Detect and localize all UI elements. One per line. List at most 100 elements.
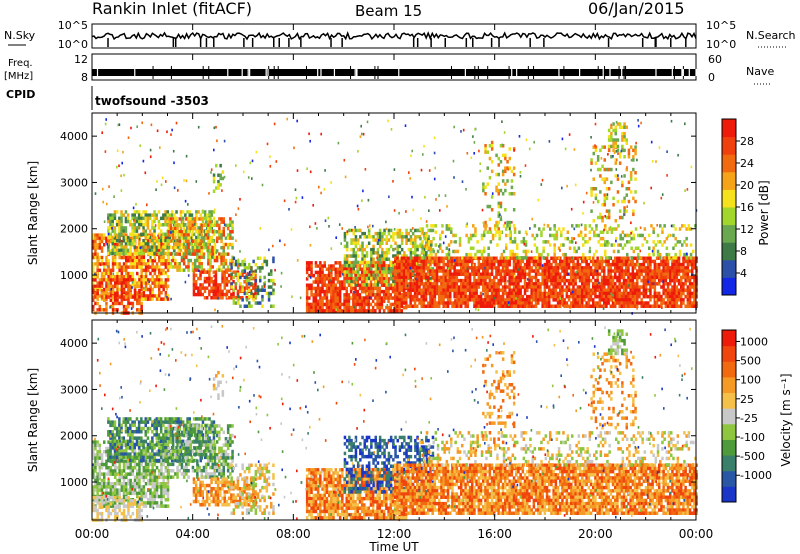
- heatmap-cell: [162, 232, 165, 237]
- heatmap-cell: [570, 269, 573, 273]
- heatmap-cell: [107, 292, 110, 296]
- heatmap-cell: [627, 262, 630, 267]
- heatmap-cell: [103, 236, 106, 241]
- heatmap-cell: [521, 259, 525, 264]
- heatmap-cell: [479, 282, 483, 286]
- heatmap-cell: [164, 284, 168, 289]
- heatmap-cell: [548, 301, 551, 305]
- heatmap-cell: [576, 262, 580, 267]
- heatmap-cell: [490, 269, 494, 273]
- heatmap-cell: [396, 228, 399, 233]
- heatmap-cell: [392, 254, 395, 258]
- heatmap-cell: [109, 213, 112, 217]
- heatmap-cell: [409, 304, 412, 308]
- heatmap-cell: [261, 262, 264, 267]
- heatmap-cell: [474, 227, 477, 231]
- heatmap-cell: [334, 286, 337, 291]
- heatmap-cell: [327, 267, 331, 271]
- heatmap-cell: [92, 255, 95, 260]
- heatmap-cell: [144, 268, 148, 273]
- heatmap-cell: [669, 278, 672, 283]
- heatmap-cell: [695, 301, 698, 305]
- heatmap-cell: [440, 278, 443, 283]
- heatmap-cell: [213, 242, 217, 247]
- heatmap-cell: [378, 286, 381, 291]
- heatmap-cell: [230, 276, 233, 281]
- heatmap-cell: [400, 280, 403, 284]
- heatmap-cell: [319, 270, 322, 275]
- heatmap-cell: [109, 249, 113, 253]
- heatmap-cell: [270, 285, 273, 289]
- heatmap-cell: [330, 293, 333, 297]
- heatmap-cell: [174, 236, 177, 240]
- heatmap-cell: [111, 213, 114, 217]
- heatmap-cell: [124, 219, 128, 224]
- heatmap-cell: [680, 291, 683, 296]
- heatmap-cell: [402, 259, 406, 264]
- heatmap-cell: [453, 278, 456, 283]
- heatmap-cell: [125, 255, 128, 260]
- heatmap-cell: [599, 230, 603, 234]
- heatmap-cell: [234, 301, 238, 305]
- heatmap-cell: [559, 288, 562, 292]
- heatmap-cell: [474, 252, 477, 257]
- heatmap-cell: [367, 260, 371, 265]
- heatmap-cell: [220, 268, 223, 272]
- heatmap-cell: [188, 210, 191, 214]
- heatmap-cell: [622, 269, 626, 273]
- heatmap-cell: [107, 265, 110, 269]
- heatmap-cell: [166, 297, 170, 301]
- heatmap-cell: [576, 285, 580, 289]
- heatmap-cell: [422, 275, 426, 280]
- heatmap-cell: [611, 294, 615, 299]
- heatmap-cell: [611, 288, 615, 292]
- heatmap-cell: [688, 278, 692, 283]
- heatmap-cell: [224, 252, 228, 256]
- heatmap-cell: [530, 278, 533, 283]
- heatmap-cell: [550, 288, 553, 292]
- heatmap-cell: [105, 236, 108, 241]
- heatmap-cell: [534, 262, 538, 267]
- heatmap-cell: [168, 213, 172, 217]
- heatmap-cell: [666, 272, 670, 276]
- heatmap-cell: [125, 271, 128, 276]
- heatmap-cell: [378, 244, 382, 249]
- heatmap-cell: [548, 285, 551, 289]
- heatmap-cell: [96, 295, 99, 299]
- heatmap-cell: [548, 269, 551, 273]
- heatmap-cell: [460, 301, 463, 305]
- heatmap-cell: [680, 294, 683, 299]
- heatmap-cell: [129, 223, 132, 227]
- heatmap-cell: [600, 269, 604, 273]
- heatmap-cell: [617, 249, 620, 254]
- heatmap-cell: [675, 285, 679, 289]
- heatmap-cell: [133, 297, 137, 301]
- heatmap-cell: [425, 233, 429, 238]
- heatmap-cell: [604, 240, 607, 244]
- heatmap-cell: [631, 278, 635, 283]
- heatmap-cell: [556, 291, 560, 296]
- heatmap-cell: [631, 275, 635, 280]
- heatmap-cell: [563, 278, 566, 283]
- heatmap-cell: [144, 271, 148, 276]
- heatmap-cell: [261, 294, 264, 299]
- heatmap-cell: [92, 275, 95, 279]
- heatmap-cell: [429, 282, 432, 286]
- heatmap-cell: [471, 272, 474, 276]
- heatmap-cell: [372, 235, 375, 239]
- heatmap-cell: [144, 287, 148, 292]
- heatmap-cell: [595, 227, 598, 231]
- heatmap-cell: [207, 252, 210, 256]
- heatmap-cell: [158, 278, 161, 282]
- heatmap-cell: [682, 259, 685, 264]
- heatmap-cell: [411, 298, 415, 302]
- heatmap-cell: [231, 246, 234, 250]
- heatmap-cell: [555, 236, 559, 241]
- heatmap-cell: [356, 302, 359, 307]
- heatmap-cell: [218, 265, 221, 269]
- heatmap-cell: [411, 285, 415, 289]
- heatmap-cell: [449, 282, 452, 286]
- heatmap-cell: [321, 289, 324, 294]
- heatmap-cell: [471, 288, 474, 292]
- heatmap-cell: [493, 278, 496, 283]
